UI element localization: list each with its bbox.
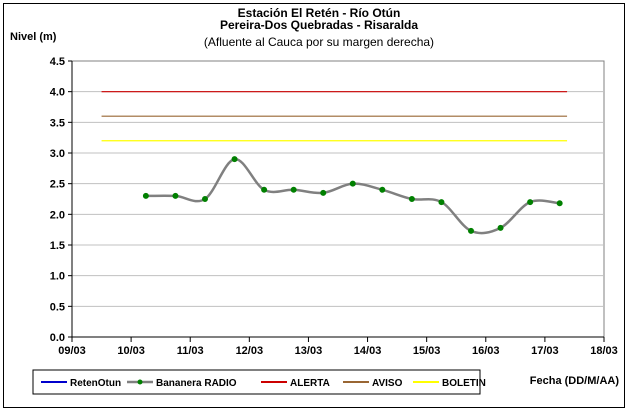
data-point-bananera-radio (349, 180, 356, 187)
x-tick-label: 09/03 (58, 345, 86, 357)
data-point-bananera-radio (202, 196, 208, 202)
legend-label-retenotun: RetenOtun (70, 378, 121, 389)
x-tick-label: 16/03 (472, 345, 500, 357)
plot-area (71, 60, 605, 338)
x-tick-label: 12/03 (236, 345, 264, 357)
legend-label-alerta: ALERTA (290, 378, 330, 389)
x-axis-label: Fecha (DD/M/AA) (530, 375, 620, 387)
x-tick-label: 10/03 (117, 345, 145, 357)
data-point-bananera-radio (438, 199, 445, 206)
y-axis-label: Nivel (m) (10, 31, 57, 43)
data-point-bananera-radio (231, 156, 238, 163)
data-point-bananera-radio (172, 192, 179, 199)
y-tick-label: 0.0 (50, 332, 65, 344)
data-point-bananera-radio (468, 227, 474, 234)
y-tick-label: 4.0 (50, 87, 65, 99)
x-tick-label: 13/03 (295, 345, 323, 357)
y-tick-label: 1.5 (50, 240, 65, 252)
y-tick-label: 0.5 (50, 301, 65, 313)
data-point-bananera-radio (320, 189, 327, 196)
data-point-bananera-radio (261, 186, 268, 193)
data-point-bananera-radio (379, 186, 386, 193)
data-point-bananera-radio (556, 200, 563, 207)
legend-label-boletin: BOLETIN (442, 378, 486, 389)
data-point-bananera-radio (290, 186, 297, 193)
legend-label-bananera-radio: Bananera RADIO (156, 378, 237, 389)
chart-title-line: Estación El Retén - Río Otún (238, 6, 401, 20)
chart-subtitle: (Afluente al Cauca por su margen derecha… (204, 35, 434, 49)
y-tick-label: 3.0 (50, 148, 65, 160)
y-tick-label: 4.5 (50, 56, 65, 68)
data-point-bananera-radio (527, 199, 534, 206)
legend-marker-bananera-radio (137, 379, 143, 385)
x-tick-label: 17/03 (531, 345, 559, 357)
data-point-bananera-radio (497, 224, 504, 231)
chart-title-line: Pereira-Dos Quebradas - Risaralda (220, 18, 418, 32)
data-point-bananera-radio (142, 192, 149, 199)
legend-label-aviso: AVISO (372, 378, 403, 389)
x-tick-label: 18/03 (590, 345, 618, 357)
x-tick-label: 14/03 (354, 345, 382, 357)
y-tick-label: 2.5 (50, 179, 65, 191)
x-tick-label: 11/03 (177, 345, 204, 357)
y-tick-label: 2.0 (50, 209, 65, 221)
data-point-bananera-radio (408, 196, 415, 202)
y-tick-label: 3.5 (50, 117, 65, 129)
y-tick-label: 1.0 (50, 271, 65, 283)
x-tick-label: 15/03 (413, 345, 441, 357)
legend-box (32, 369, 481, 395)
